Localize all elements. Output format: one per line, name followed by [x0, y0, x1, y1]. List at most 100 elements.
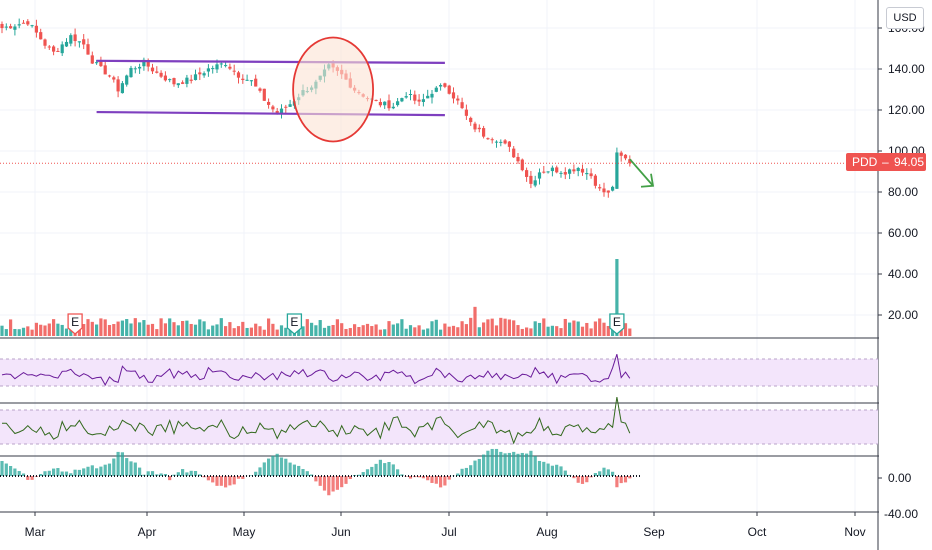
- macd-histogram-bar: [9, 466, 13, 476]
- candle-body: [585, 173, 589, 175]
- macd-histogram-bar: [598, 471, 602, 476]
- candle-body: [391, 106, 395, 109]
- candle-body: [150, 67, 155, 72]
- macd-histogram-bar: [593, 473, 597, 476]
- macd-histogram-bar: [107, 463, 112, 476]
- candle-body: [99, 60, 103, 67]
- candle-body: [0, 23, 4, 29]
- earnings-marker: [286, 313, 303, 335]
- macd-histogram-bar: [95, 468, 99, 476]
- candle-body: [619, 152, 623, 156]
- macd-histogram-bar: [279, 457, 284, 476]
- time-tick-label: Mar: [25, 525, 46, 539]
- macd-histogram-bar: [469, 465, 473, 476]
- volume-bar: [249, 327, 253, 336]
- macd-histogram-bar: [4, 463, 8, 476]
- candle-body: [112, 77, 116, 80]
- volume-bar: [107, 325, 112, 336]
- candle-body: [447, 85, 451, 94]
- candle-body: [56, 50, 60, 52]
- volume-bar: [542, 318, 546, 336]
- volume-bar: [477, 327, 481, 336]
- candle-body: [34, 25, 38, 33]
- macd-histogram-bar: [125, 458, 129, 476]
- volume-bar: [60, 324, 64, 336]
- volume-bar: [47, 323, 51, 336]
- macd-histogram-bar: [439, 476, 443, 488]
- price-axis: 160.00140.00120.00100.0080.0060.0040.002…: [878, 0, 932, 550]
- macd-histogram-bar: [241, 476, 245, 479]
- volume-bar: [202, 321, 206, 336]
- volume-bar: [185, 320, 189, 336]
- volume-bar: [525, 327, 529, 336]
- macd-histogram-bar: [520, 452, 524, 476]
- candle-body: [499, 141, 503, 143]
- macd-histogram-bar: [572, 476, 576, 479]
- candle-body: [103, 65, 107, 75]
- candle-body: [64, 41, 69, 47]
- candle-body: [482, 128, 486, 137]
- macd-histogram-bar: [284, 458, 288, 476]
- volume-bar: [26, 326, 30, 336]
- candle-body: [623, 154, 628, 159]
- volume-bar: [198, 319, 202, 336]
- candle-body: [107, 75, 112, 77]
- macd-histogram-bar: [400, 474, 404, 476]
- macd-histogram-bar: [322, 476, 327, 491]
- volume-bar: [533, 321, 537, 336]
- volume-bar: [142, 320, 146, 336]
- macd-histogram-bar: [374, 463, 378, 476]
- macd-histogram-bar: [494, 448, 499, 476]
- volume-bar: [21, 327, 26, 336]
- candle-body: [133, 68, 137, 70]
- volume-bar: [4, 329, 8, 336]
- macd-histogram-bar: [563, 470, 567, 476]
- volume-bar: [568, 322, 572, 336]
- candle-body: [30, 25, 34, 27]
- candle-body: [125, 75, 129, 85]
- volume-bar: [602, 322, 606, 336]
- currency-label[interactable]: USD: [886, 7, 924, 29]
- volume-bar: [387, 321, 391, 336]
- macd-histogram-bar: [335, 476, 339, 490]
- macd-histogram-bar: [473, 460, 477, 476]
- volume-bar: [64, 328, 69, 336]
- candle-body: [206, 68, 210, 72]
- candle-body: [456, 98, 460, 101]
- candle-body: [525, 170, 529, 177]
- macd-histogram-bar: [129, 461, 133, 476]
- price-tick-label: 120.00: [888, 103, 925, 117]
- volume-bar: [245, 327, 249, 336]
- candle-body: [193, 74, 198, 81]
- candle-body: [271, 106, 275, 110]
- candle-body: [52, 46, 56, 52]
- candle-body: [254, 78, 258, 87]
- candle-body: [490, 139, 494, 141]
- macd-histogram-bar: [327, 476, 331, 496]
- earnings-marker-label: E: [71, 315, 79, 329]
- macd-histogram-bar: [301, 469, 305, 476]
- candle-body: [421, 99, 425, 102]
- candle-body: [77, 41, 81, 43]
- last-price-value: 94.05: [894, 155, 925, 169]
- macd-histogram-bar: [477, 458, 481, 476]
- indicator-tick-label: -40.00: [884, 507, 918, 521]
- macd-histogram-bar: [580, 476, 585, 484]
- volume-bar: [353, 324, 357, 336]
- volume-bar: [30, 329, 34, 336]
- volume-bar: [555, 326, 559, 336]
- macd-histogram-bar: [447, 476, 451, 480]
- candle-body: [426, 95, 430, 99]
- volume-bar: [473, 306, 477, 336]
- macd-histogram-bar: [615, 476, 619, 488]
- candle-body: [13, 26, 17, 30]
- macd-histogram-bar: [267, 458, 271, 476]
- volume-bar: [168, 318, 172, 336]
- macd-histogram-bar: [185, 472, 189, 476]
- macd-histogram-bar: [537, 460, 542, 476]
- macd-histogram-bar: [434, 476, 438, 484]
- macd-histogram-bar: [288, 462, 292, 476]
